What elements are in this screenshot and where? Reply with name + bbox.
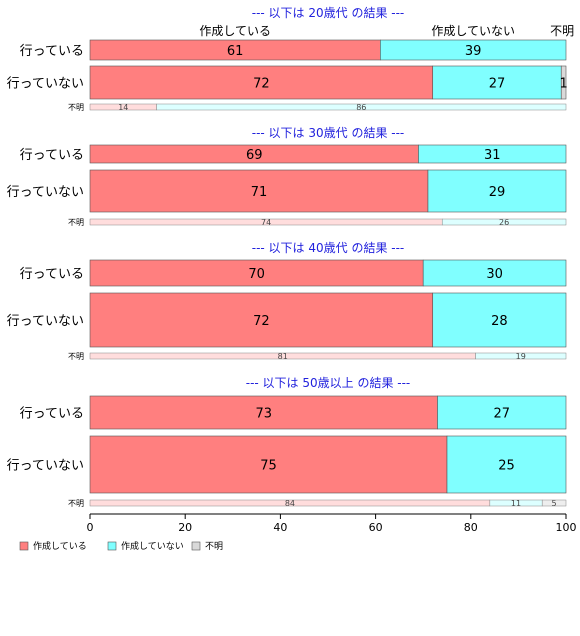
legend-label-1: 作成していない [121, 540, 184, 552]
unknown-row-label-p3: 不明 [68, 499, 84, 508]
unknown-segment-p2-s1 [475, 352, 567, 360]
value-label-p2-r0-s1: 30 [486, 267, 503, 282]
value-label-p3-r1-s1: 25 [498, 459, 515, 474]
unknown-value-p0-s1: 86 [356, 103, 366, 112]
bar-segment-p3-r0-s0 [89, 395, 438, 430]
panel-title-1: --- 以下は 30歳代 の結果 --- [252, 126, 405, 140]
value-label-p0-r0-s0: 61 [227, 44, 244, 59]
row-label-p3-r0: 行っている [20, 407, 84, 422]
value-label-p3-r0-s0: 73 [255, 407, 272, 422]
value-label-p1-r1-s1: 29 [489, 185, 506, 200]
row-label-p1-r1: 行っていない [7, 185, 84, 200]
panel-title-3: --- 以下は 50歳以上 の結果 --- [246, 376, 411, 390]
legend-swatch-1 [107, 541, 117, 551]
bar-segment-p1-r0-s1 [418, 144, 567, 164]
x-tick-label-3: 60 [369, 521, 383, 534]
panel-title-0: --- 以下は 20歳代 の結果 --- [252, 6, 405, 20]
row-label-p1-r0: 行っている [20, 148, 84, 163]
bar-segment-p2-r1-s1 [432, 292, 567, 348]
unknown-row-label-p1: 不明 [68, 218, 84, 227]
panel-title-2: --- 以下は 40歳代 の結果 --- [252, 241, 405, 255]
bar-segment-p3-r1-s0 [89, 435, 448, 494]
value-label-p1-r0-s0: 69 [246, 148, 263, 163]
unknown-value-p2-s0: 81 [278, 352, 288, 361]
unknown-value-p0-s0: 14 [118, 103, 128, 112]
legend-label-0: 作成している [33, 540, 87, 552]
row-label-p2-r0: 行っている [20, 267, 84, 282]
bar-segment-p1-r1-s1 [427, 169, 567, 213]
header-label-1: 作成していない [431, 24, 515, 38]
unknown-segment-p3-s2 [541, 499, 567, 507]
value-label-p0-r1-s0: 72 [253, 77, 270, 92]
value-label-p2-r1-s0: 72 [253, 314, 270, 329]
value-label-p1-r0-s1: 31 [484, 148, 501, 163]
header-label-0: 作成している [199, 24, 271, 38]
unknown-value-p2-s1: 19 [516, 352, 526, 361]
row-label-p0-r0: 行っている [20, 44, 84, 59]
value-label-p0-r1-s1: 27 [489, 77, 506, 92]
row-label-p2-r1: 行っていない [7, 314, 84, 329]
header-label-2: 不明 [550, 24, 574, 38]
unknown-value-p1-s1: 26 [499, 218, 509, 227]
value-label-p2-r1-s1: 28 [491, 314, 508, 329]
x-tick-label-0: 0 [87, 521, 94, 534]
bar-segment-p2-r0-s0 [89, 259, 424, 287]
value-label-p1-r1-s0: 71 [251, 185, 268, 200]
bar-segment-p2-r0-s1 [422, 259, 567, 287]
bar-segment-p3-r0-s1 [437, 395, 567, 430]
unknown-value-p1-s0: 74 [261, 218, 271, 227]
unknown-value-p3-s0: 84 [285, 499, 295, 508]
value-label-p0-r1-s2: 1 [559, 77, 567, 92]
bar-segment-p1-r1-s0 [89, 169, 429, 213]
bar-segment-p2-r1-s0 [89, 292, 434, 348]
value-label-p3-r1-s0: 75 [260, 459, 277, 474]
x-tick-label-1: 20 [178, 521, 192, 534]
unknown-segment-p1-s1 [441, 218, 567, 226]
row-label-p3-r1: 行っていない [7, 459, 84, 474]
value-label-p3-r0-s1: 27 [493, 407, 510, 422]
unknown-value-p3-s1: 11 [511, 499, 521, 508]
bar-segment-p0-r1-s0 [89, 65, 434, 100]
unknown-segment-p0-s1 [156, 103, 567, 111]
row-label-p0-r1: 行っていない [7, 77, 84, 92]
x-tick-label-5: 100 [556, 521, 577, 534]
x-tick-label-4: 80 [464, 521, 478, 534]
legend-swatch-0 [19, 541, 29, 551]
x-tick-label-2: 40 [273, 521, 287, 534]
legend-label-2: 不明 [205, 541, 223, 552]
unknown-value-p3-s2: 5 [552, 499, 557, 508]
value-label-p2-r0-s0: 70 [248, 267, 265, 282]
bar-segment-p3-r1-s1 [446, 435, 567, 494]
unknown-row-label-p0: 不明 [68, 103, 84, 112]
value-label-p0-r0-s1: 39 [465, 44, 482, 59]
unknown-row-label-p2: 不明 [68, 352, 84, 361]
legend-swatch-2 [191, 541, 201, 551]
bar-segment-p0-r0-s1 [380, 39, 567, 61]
bar-segment-p0-r1-s2 [560, 65, 567, 100]
